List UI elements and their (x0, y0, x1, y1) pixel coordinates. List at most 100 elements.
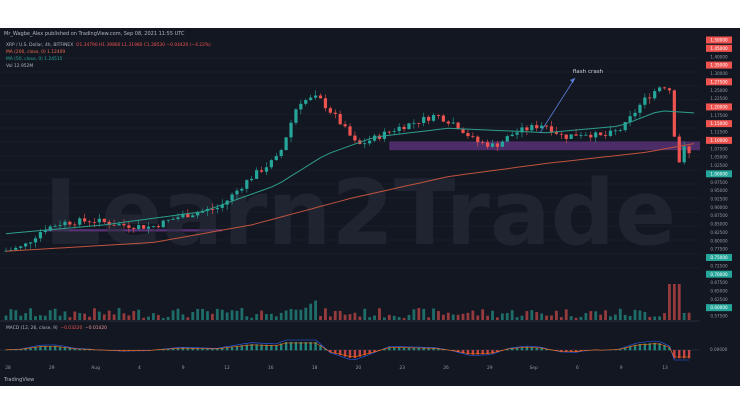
volume-bar (147, 316, 150, 320)
macd-bar (393, 347, 396, 351)
candle-body (122, 223, 126, 226)
candle-body (422, 116, 426, 124)
price-axis-label: 1.30000 (710, 71, 728, 76)
candle-body (540, 125, 544, 129)
volume-bar (255, 314, 259, 320)
time-axis: 28 29 Aug 4 9 12 16 18 20 23 26 29 Sep 6 9 13 (5, 365, 668, 371)
candle-body (490, 143, 495, 147)
candle-body (589, 134, 593, 138)
volume-bar (520, 315, 524, 320)
macd-bar (668, 346, 671, 351)
macd-bar (624, 347, 627, 351)
volume-bar (319, 315, 322, 320)
time-axis-label: 16 (268, 365, 274, 371)
macd-bar (432, 347, 435, 351)
macd-bar (348, 350, 352, 358)
volume-bar (328, 316, 332, 320)
macd-bar (540, 347, 543, 351)
volume-bar (358, 316, 362, 320)
time-axis-label: 28 (5, 365, 11, 371)
candle-body (338, 113, 342, 125)
candle-body (431, 115, 436, 121)
volume-bar (574, 317, 578, 320)
candle-body (235, 190, 239, 195)
price-axis-label: 1.50000 (710, 38, 728, 43)
volume-bar (181, 314, 185, 320)
volume-bar (373, 315, 376, 320)
volume-bar (510, 310, 514, 320)
volume-bar (663, 313, 666, 320)
volume-bar (387, 314, 391, 320)
price-axis-label: 0.60000 (710, 305, 728, 310)
macd-bar (34, 346, 37, 351)
candle-body (353, 135, 357, 141)
volume-bar (545, 315, 548, 320)
macd-bar (289, 342, 293, 351)
volume-bar (4, 315, 8, 320)
volume-bar (338, 310, 342, 320)
candle-body (250, 178, 254, 181)
macd-bar (648, 343, 651, 351)
macd-bar (44, 346, 47, 351)
price-chart: Learn2Trade flash crash 1.500001.450001.… (0, 36, 732, 371)
candle-body (427, 116, 431, 121)
volume-bar (500, 313, 504, 320)
candle-body (314, 95, 318, 98)
volume-bar (117, 308, 121, 320)
volume-bar (299, 309, 303, 320)
macd-bar (260, 344, 263, 351)
candle-body (127, 225, 131, 228)
candle-body (161, 220, 165, 228)
time-axis-label: 23 (399, 365, 405, 371)
macd-bar (663, 345, 666, 351)
candle-body (68, 221, 72, 225)
macd-bar (461, 350, 465, 354)
legend-ma200: MA (200, close, 0) 1.12409 (6, 50, 66, 55)
volume-bar (535, 312, 539, 320)
macd-bar (643, 343, 647, 351)
volume-bar (88, 316, 91, 320)
macd-bar (68, 347, 72, 351)
price-label-bg (706, 136, 732, 144)
macd-bar (230, 346, 234, 351)
volume-bar (309, 303, 313, 320)
macd-bar (309, 342, 312, 351)
legend-volume: Vol 12.952M (6, 64, 34, 69)
macd-bar (412, 347, 416, 351)
candle-body (387, 131, 391, 133)
macd-bar (427, 347, 430, 351)
macd-bar (481, 350, 484, 355)
volume-bar (230, 310, 234, 320)
volume-bar (584, 313, 588, 320)
volume-bar (658, 316, 661, 320)
price-axis-label: 0.72500 (710, 263, 728, 268)
macd-bar (471, 350, 475, 355)
time-axis-label: 12 (224, 365, 230, 371)
macd-bar (73, 348, 76, 351)
candle-body (171, 218, 175, 220)
macd-bar (678, 350, 681, 359)
volume-bar (348, 314, 352, 320)
volume-bar (530, 310, 534, 320)
candle-body (520, 127, 524, 133)
volume-bar (491, 310, 494, 320)
volume-bar (206, 311, 209, 320)
volume-bar (437, 310, 440, 320)
candle-body (525, 127, 529, 131)
price-axis-label: 0.77500 (710, 247, 728, 252)
macd-legend: MACD (12, 26, close, 9) −0.03220 −0.0142… (6, 326, 107, 331)
chart-legend: XRP / U.S. Dollar, 4h, BITFINEX O1.34790… (6, 42, 211, 70)
watermark: Learn2Trade (44, 161, 676, 266)
volume-bar (525, 311, 529, 320)
volume-bar (623, 314, 627, 320)
candle-body (53, 226, 57, 227)
time-axis-label: 29 (487, 365, 493, 371)
macd-label: MACD (12, 26, close, 9) (6, 326, 58, 331)
volume-bar (682, 312, 686, 320)
volume-bar (363, 308, 367, 320)
volume-bar (579, 316, 583, 320)
candle-body (417, 122, 421, 124)
volume-bar (481, 309, 485, 320)
price-axis-label: 0.95000 (710, 188, 728, 193)
macd-bar (510, 348, 514, 351)
